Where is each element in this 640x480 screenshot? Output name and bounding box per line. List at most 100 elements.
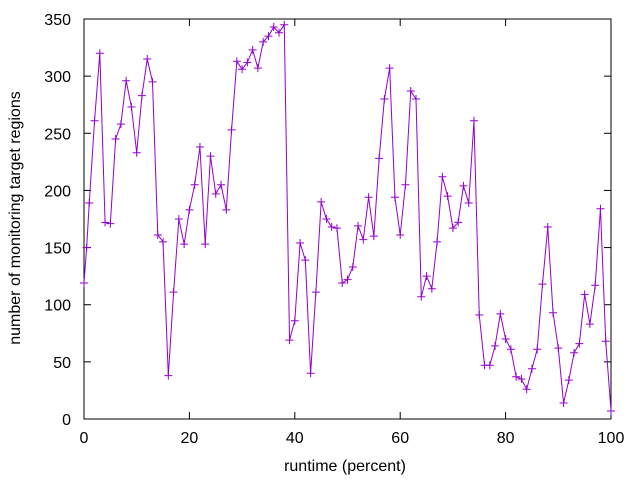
data-point: [359, 235, 368, 244]
data-point: [211, 189, 220, 198]
data-point: [169, 288, 178, 297]
data-point: [364, 193, 373, 202]
data-point: [143, 55, 152, 63]
data-point: [607, 407, 615, 415]
data-point: [385, 64, 394, 73]
x-tick-label: 20: [181, 430, 199, 447]
data-point: [280, 20, 289, 29]
data-point: [217, 180, 226, 189]
data-point: [259, 37, 268, 46]
data-point: [137, 91, 146, 100]
y-tick-label: 150: [44, 241, 71, 258]
data-point: [195, 143, 204, 151]
data-point: [222, 205, 231, 214]
data-point: [95, 49, 104, 58]
data-point: [85, 199, 94, 207]
data-point: [311, 288, 320, 297]
data-point: [269, 23, 278, 31]
data-point: [522, 385, 531, 394]
data-point: [596, 204, 605, 213]
data-point: [322, 215, 331, 223]
tick-labels: 0 20 40 60 80 100 0 50 100 150 200 250 300 350: [44, 12, 624, 447]
data-point: [153, 231, 162, 239]
data-point: [116, 120, 125, 129]
data-point: [401, 180, 410, 189]
data-point: [180, 240, 189, 249]
data-point: [343, 275, 352, 284]
data-point: [406, 87, 415, 95]
data-point: [543, 223, 552, 231]
data-point: [464, 199, 473, 207]
data-point: [127, 103, 136, 111]
data-point: [317, 197, 326, 206]
data-point: [517, 375, 526, 383]
data-point: [348, 263, 357, 271]
data-point: [253, 64, 262, 73]
data-point: [585, 320, 594, 329]
x-axis-label: runtime (percent): [284, 458, 406, 475]
data-point: [549, 308, 558, 317]
data-point: [296, 239, 305, 247]
y-tick-label: 350: [44, 12, 71, 29]
data-point: [443, 192, 452, 201]
data-point: [164, 371, 173, 380]
data-point: [512, 372, 521, 381]
data-point: [422, 272, 431, 281]
data-point: [527, 364, 536, 373]
data-point: [290, 316, 299, 325]
data-point: [148, 77, 157, 86]
data-point: [554, 344, 563, 353]
data-point: [475, 311, 484, 319]
data-point: [227, 125, 236, 134]
axis-ticks: [83, 18, 612, 420]
data-point: [433, 237, 442, 246]
data-point: [580, 290, 589, 299]
x-tick-label: 60: [391, 430, 409, 447]
data-point: [243, 58, 252, 67]
data-point: [485, 361, 494, 370]
data-point: [591, 281, 600, 290]
data-point: [570, 348, 579, 357]
data-point: [496, 309, 505, 318]
y-tick-label: 300: [44, 69, 71, 86]
data-point: [575, 339, 584, 348]
data-point: [306, 369, 315, 378]
data-point: [427, 284, 436, 293]
data-point: [412, 95, 421, 103]
data-point: [80, 279, 88, 287]
data-point: [538, 280, 547, 289]
series-line: [83, 23, 612, 412]
x-tick-label: 100: [598, 430, 625, 447]
data-point: [248, 45, 257, 54]
data-point: [327, 223, 336, 231]
data-point: [506, 345, 515, 354]
data-point: [454, 218, 463, 227]
data-series: [80, 20, 615, 415]
data-point: [285, 336, 294, 345]
data-point: [132, 148, 141, 157]
data-point: [375, 154, 384, 163]
y-tick-label: 50: [53, 355, 71, 372]
x-tick-label: 0: [80, 430, 89, 447]
data-point: [448, 224, 457, 233]
data-point: [417, 292, 426, 301]
data-point: [274, 28, 283, 37]
data-point: [459, 181, 468, 190]
data-point: [390, 193, 399, 202]
x-tick-label: 80: [497, 430, 515, 447]
data-point: [174, 215, 183, 223]
y-tick-label: 0: [62, 412, 71, 429]
data-point: [206, 152, 215, 161]
data-point: [264, 32, 273, 41]
data-point: [106, 219, 115, 228]
data-point: [185, 205, 194, 214]
y-tick-label: 100: [44, 298, 71, 315]
data-point: [396, 231, 405, 239]
data-point: [122, 76, 131, 85]
data-point: [332, 224, 341, 233]
data-point: [564, 376, 573, 385]
data-point: [601, 337, 610, 346]
plot-border: [83, 18, 612, 420]
plot-frame: [83, 18, 612, 420]
data-point: [82, 243, 91, 252]
